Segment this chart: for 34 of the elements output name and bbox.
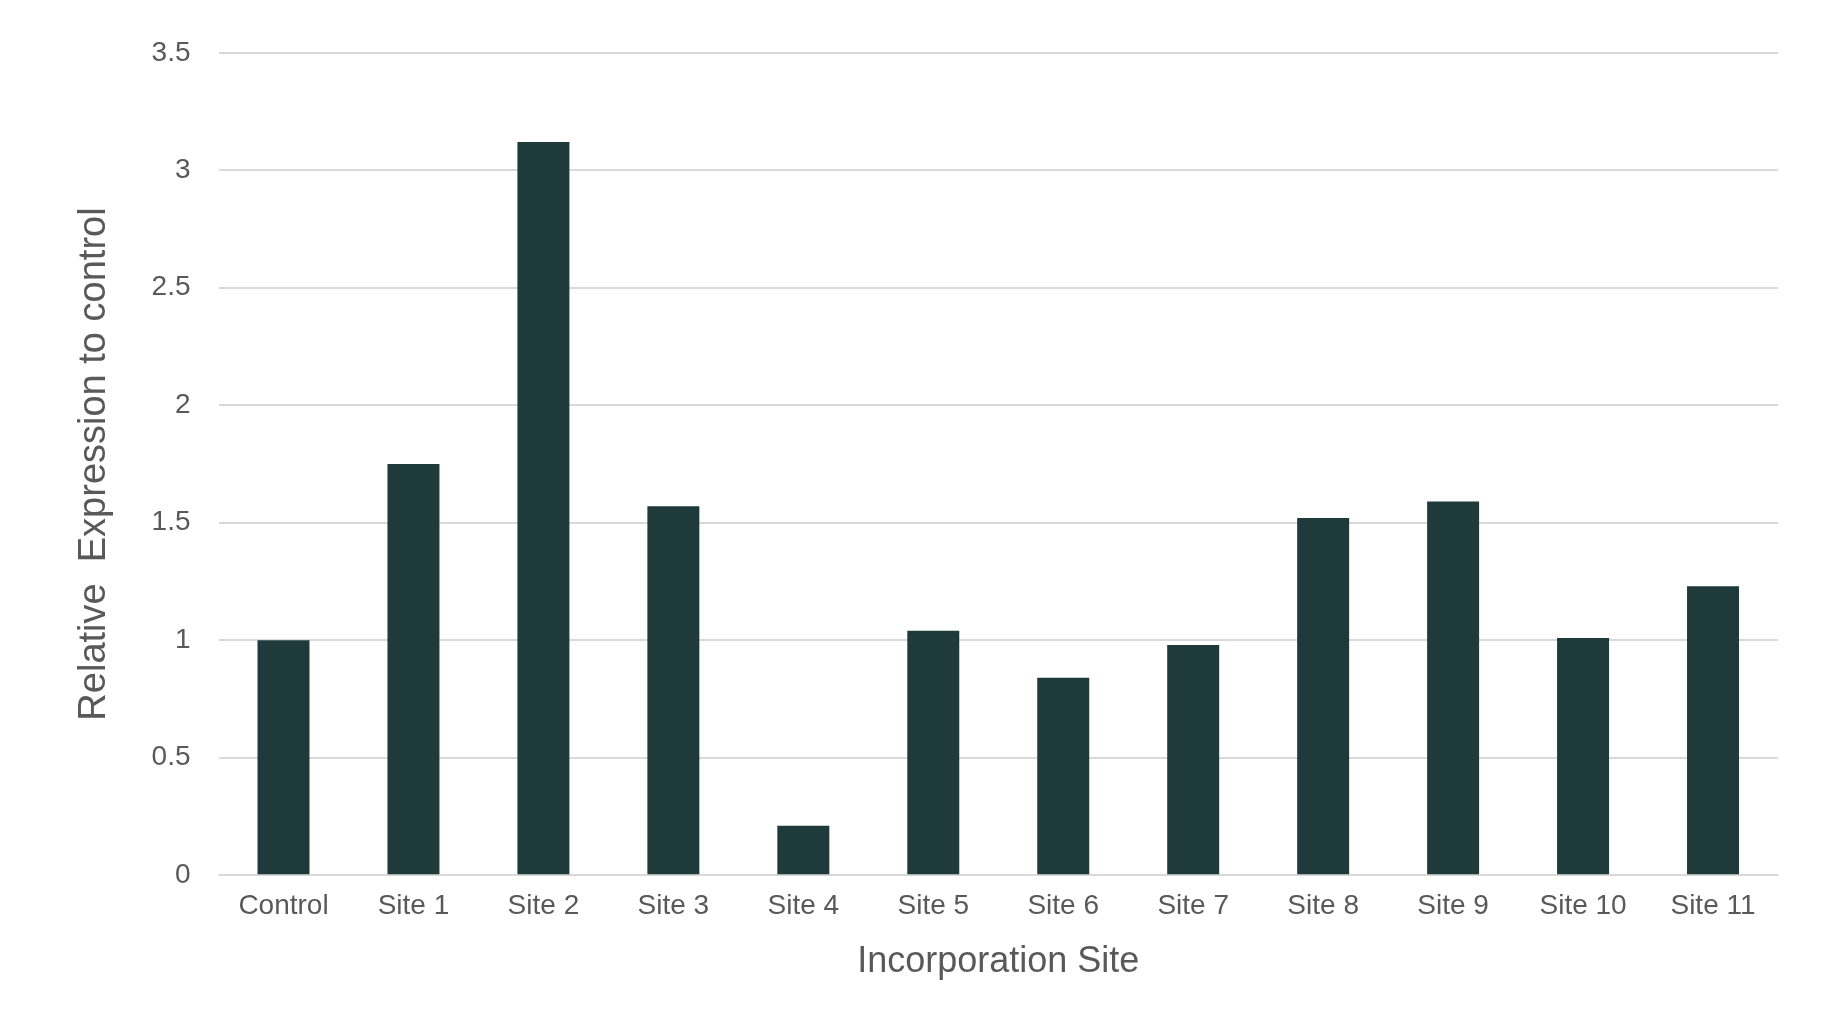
bar xyxy=(777,825,830,875)
x-tick-label: Site 2 xyxy=(507,888,580,920)
y-tick-label: 0 xyxy=(174,857,191,889)
y-tick-label: 2.5 xyxy=(151,270,191,302)
bar xyxy=(517,142,570,875)
y-tick-label: 2 xyxy=(174,387,191,419)
bar xyxy=(1037,677,1090,875)
bar xyxy=(1167,644,1220,875)
bar xyxy=(1297,518,1350,875)
x-tick-label: Site 4 xyxy=(767,888,840,920)
x-tick-label: Control xyxy=(238,888,329,920)
x-tick-label: Site 6 xyxy=(1027,888,1100,920)
bar xyxy=(647,506,700,875)
y-tick-label: 3 xyxy=(174,153,191,184)
x-tick-label: Site 3 xyxy=(637,888,710,920)
x-tick-label: Site 11 xyxy=(1670,888,1756,920)
x-tick-label: Site 5 xyxy=(897,888,970,920)
bar xyxy=(387,464,440,875)
y-tick-label: 1 xyxy=(174,622,191,654)
bar xyxy=(907,630,960,875)
bar xyxy=(1427,501,1480,875)
x-tick-label: Site 8 xyxy=(1287,888,1359,920)
x-tick-label: Site 7 xyxy=(1157,888,1229,920)
y-axis-title: Relative Expression to control xyxy=(71,207,114,721)
x-axis-title: Incorporation Site xyxy=(857,939,1140,981)
y-tick-label: 3.5 xyxy=(151,35,191,67)
bar xyxy=(1687,586,1740,875)
x-tick-label: Site 10 xyxy=(1539,888,1627,920)
x-tick-label: Site 9 xyxy=(1417,888,1489,920)
bar xyxy=(1557,637,1610,875)
bar xyxy=(257,640,310,875)
y-tick-label: 0.5 xyxy=(151,740,191,772)
x-tick-label: Site 1 xyxy=(377,888,450,920)
y-tick-label: 1.5 xyxy=(151,505,191,537)
